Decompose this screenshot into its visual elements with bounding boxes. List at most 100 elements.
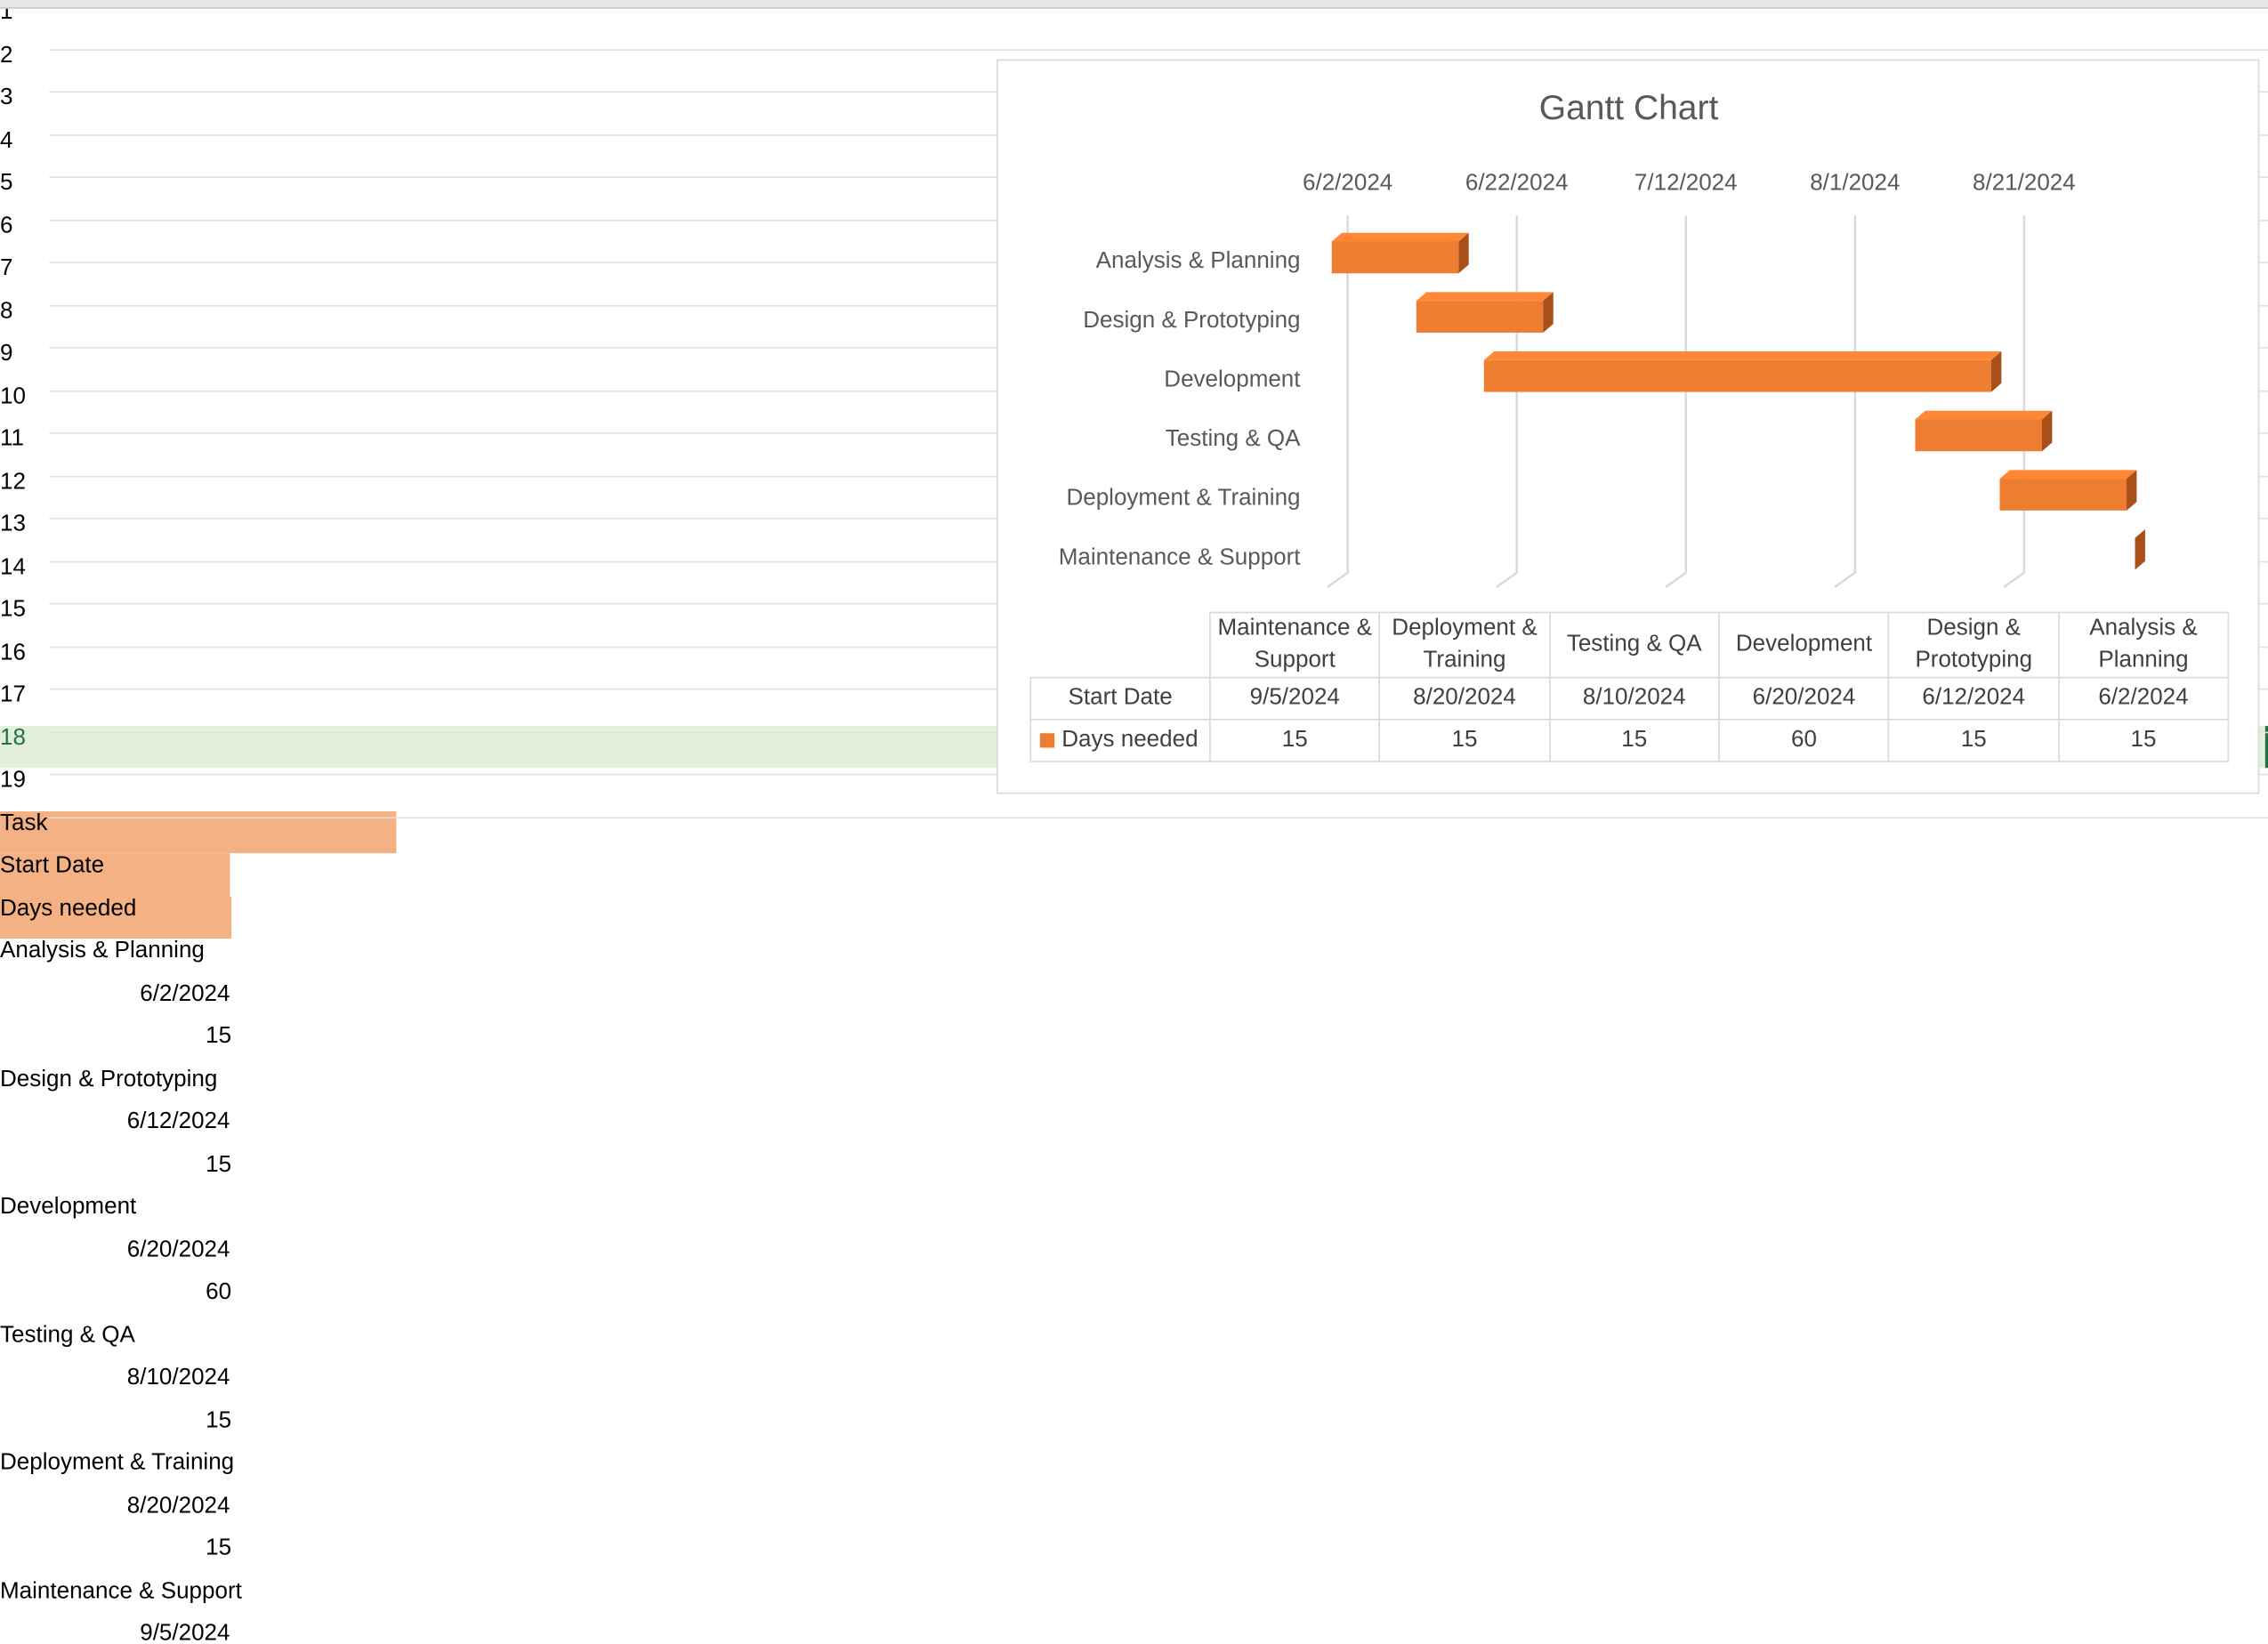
table-start: 6/12/2024 [1888, 676, 2060, 721]
cell: Design & Prototyping [0, 1066, 218, 1092]
table-header: Testing & QA [1548, 611, 1720, 679]
y-tick-label: Deployment & Training [1066, 484, 1300, 511]
legend-entry: Days needed [1029, 718, 1211, 762]
table-start: 6/20/2024 [1718, 676, 1890, 721]
bar-side [2042, 410, 2053, 452]
cell: 15 [206, 1151, 232, 1177]
y-tick-label: Design & Prototyping [1083, 306, 1300, 333]
row-number: 9 [0, 341, 13, 367]
row-number: 16 [0, 640, 26, 665]
bar-top [1416, 292, 1554, 302]
header-cell: Start Date [0, 853, 230, 897]
cell: 60 [206, 1279, 232, 1305]
cell: 9/5/2024 [140, 1621, 230, 1644]
bar-side [1543, 292, 1554, 333]
grid-line [1327, 215, 1349, 589]
cell: 15 [206, 1023, 232, 1049]
bar-front [1915, 419, 2043, 452]
table-days: 15 [1209, 718, 1381, 762]
row-number: 12 [0, 469, 26, 495]
cell: 8/20/2024 [126, 1493, 230, 1519]
table-start: 9/5/2024 [1209, 676, 1381, 721]
header-cell: Days needed [0, 896, 232, 939]
bar-front [1416, 301, 1544, 333]
y-tick-label: Maintenance & Support [1059, 543, 1302, 569]
x-tick-label: 6/22/2024 [1465, 168, 1569, 195]
cell: 6/2/2024 [140, 981, 230, 1006]
gantt-bar [1999, 470, 2137, 511]
table-row-label: Start Date [1029, 676, 1211, 721]
row-number: 5 [0, 170, 13, 196]
table-days: 15 [1888, 718, 2060, 762]
plot: Gantt Chart 6/2/2024 6/22/2024 7/12/2024 8/… [1059, 89, 2145, 589]
cell: Maintenance & Support [0, 1578, 242, 1604]
row-number: 8 [0, 298, 13, 324]
cell: Testing & QA [0, 1322, 135, 1348]
table-start: 6/2/2024 [2057, 676, 2230, 721]
table-days: 60 [1718, 718, 1890, 762]
table-start: 8/10/2024 [1548, 676, 1720, 721]
bar-side [1990, 351, 2002, 392]
gantt-bar [1915, 410, 2053, 452]
row-gridline [49, 816, 2268, 818]
cell: Analysis & Planning [0, 939, 205, 963]
row-gridline [49, 48, 2268, 51]
cell: 8/10/2024 [126, 1365, 230, 1390]
table-start: 8/20/2024 [1378, 676, 1551, 721]
row-number: 11 [0, 426, 25, 452]
gantt-bar [1483, 351, 2002, 392]
legend-swatch [1039, 733, 1055, 748]
table-header: Analysis & Planning [2057, 611, 2230, 679]
row-number: 3 [0, 85, 13, 110]
x-tick-label: 7/12/2024 [1634, 168, 1738, 195]
chart-title: Gantt Chart [1539, 89, 1719, 127]
bar-top [1999, 470, 2137, 480]
column-header-strip [0, 0, 2268, 9]
table-days: 15 [2057, 718, 2230, 762]
row-number: 4 [0, 127, 13, 153]
row-number: 2 [0, 42, 13, 68]
row-number: 7 [0, 255, 13, 281]
x-tick-label: 8/21/2024 [1973, 168, 2076, 195]
cell: 15 [206, 1407, 232, 1433]
cell: Development [0, 1194, 137, 1220]
y-tick-label: Analysis & Planning [1096, 246, 1301, 273]
bar-side [2135, 529, 2145, 570]
x-tick-label: 8/1/2024 [1810, 168, 1900, 195]
y-tick-label: Development [1164, 365, 1301, 391]
bar-side [2127, 470, 2137, 511]
bar-front [1331, 241, 1459, 274]
cell: Deployment & Training [0, 1450, 235, 1476]
cell: 15 [206, 1535, 232, 1561]
y-tick-label: Testing & QA [1166, 424, 1301, 451]
row-number: 6 [0, 213, 13, 238]
grid-line [2003, 215, 2026, 589]
row-number: 10 [0, 383, 26, 409]
cell: 6/20/2024 [126, 1237, 230, 1262]
row-number: 17 [0, 682, 26, 707]
bar-side [1458, 232, 1469, 274]
row-number: 13 [0, 512, 26, 537]
bar-top [1915, 410, 2053, 420]
x-tick-label: 6/2/2024 [1303, 168, 1392, 195]
table-header: Development [1718, 611, 1890, 679]
bar-top [1331, 232, 1469, 242]
bar-top [1483, 351, 2002, 360]
legend-label: Days needed [1061, 727, 1199, 753]
table-days: 15 [1378, 718, 1551, 762]
grid-line [1496, 215, 1518, 589]
cell: 6/12/2024 [126, 1108, 230, 1134]
gantt-bar [1331, 232, 1469, 274]
bar-front [1483, 359, 1991, 392]
row-number: 15 [0, 597, 26, 623]
table-days: 15 [1548, 718, 1720, 762]
grid-line [1665, 215, 1687, 589]
bar-front [1999, 479, 2127, 511]
gantt-bar [2135, 529, 2145, 570]
table-header: Design & Prototyping [1888, 611, 2060, 679]
chart[interactable]: Gantt Chart 6/2/2024 6/22/2024 7/12/2024 8/… [997, 59, 2260, 794]
grid-line [1834, 215, 1857, 589]
table-header: Deployment & Training [1378, 611, 1551, 679]
